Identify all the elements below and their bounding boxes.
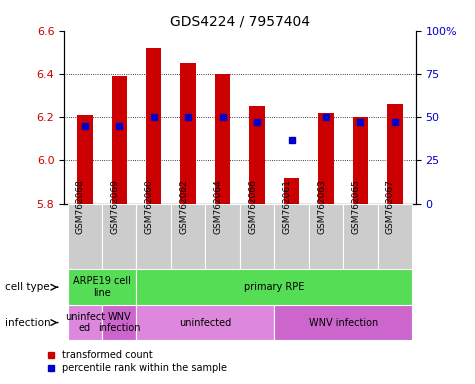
Text: GSM762065: GSM762065: [352, 179, 361, 234]
Text: primary RPE: primary RPE: [244, 282, 304, 292]
Text: uninfected: uninfected: [179, 318, 231, 328]
Bar: [77, 115, 93, 204]
Text: GSM762063: GSM762063: [317, 179, 326, 234]
Bar: [240, 204, 275, 269]
Bar: [309, 204, 343, 269]
Text: GSM762067: GSM762067: [386, 179, 395, 234]
Text: GSM762062: GSM762062: [179, 179, 188, 234]
Bar: [136, 305, 275, 340]
Bar: [136, 204, 171, 269]
Text: GSM762060: GSM762060: [145, 179, 154, 234]
Bar: [343, 204, 378, 269]
Bar: [205, 204, 240, 269]
Text: WNV
infection: WNV infection: [98, 312, 141, 333]
Title: GDS4224 / 7957404: GDS4224 / 7957404: [170, 14, 310, 28]
Bar: [378, 204, 412, 269]
Legend: transformed count, percentile rank within the sample: transformed count, percentile rank withi…: [43, 346, 231, 377]
Text: ARPE19 cell
line: ARPE19 cell line: [73, 276, 131, 298]
Text: uninfect
ed: uninfect ed: [65, 312, 105, 333]
Bar: [215, 74, 230, 204]
Text: WNV infection: WNV infection: [309, 318, 378, 328]
Bar: [67, 204, 102, 269]
Text: GSM762064: GSM762064: [214, 179, 223, 234]
Bar: [284, 177, 299, 204]
Bar: [275, 204, 309, 269]
Bar: [112, 76, 127, 204]
Bar: [136, 269, 412, 305]
Bar: [102, 204, 136, 269]
Text: GSM762069: GSM762069: [110, 179, 119, 234]
Text: cell type: cell type: [5, 282, 49, 292]
Text: GSM762061: GSM762061: [283, 179, 292, 234]
Text: infection: infection: [5, 318, 50, 328]
Bar: [318, 113, 334, 204]
Text: GSM762066: GSM762066: [248, 179, 257, 234]
Text: GSM762068: GSM762068: [76, 179, 85, 234]
Bar: [67, 305, 102, 340]
Bar: [353, 117, 368, 204]
Bar: [387, 104, 403, 204]
Bar: [249, 106, 265, 204]
Bar: [146, 48, 162, 204]
Bar: [180, 63, 196, 204]
Bar: [171, 204, 205, 269]
Bar: [275, 305, 412, 340]
Bar: [102, 305, 136, 340]
Bar: [67, 269, 136, 305]
